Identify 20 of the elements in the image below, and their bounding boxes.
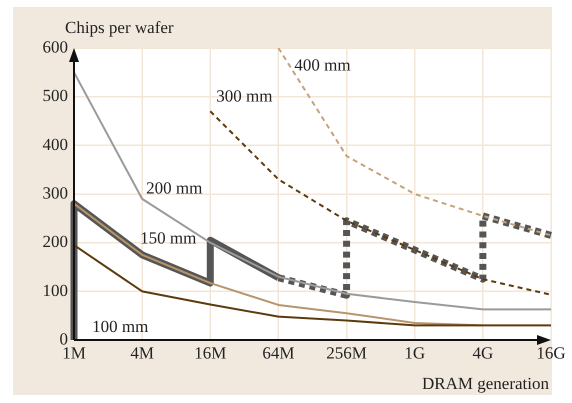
y-tick-label: 600: [42, 37, 68, 56]
series-label: 150 mm: [140, 228, 196, 248]
x-tick-label: 256M: [326, 344, 367, 363]
x-tick-label: 16G: [536, 344, 566, 363]
x-tick-label: 16M: [194, 344, 226, 363]
series-label: 300 mm: [216, 86, 272, 106]
y-tick-label: 500: [42, 86, 68, 106]
x-tick-label: 4G: [472, 344, 494, 363]
series-label: 400 mm: [294, 55, 351, 74]
y-tick-label: 200: [42, 232, 68, 252]
y-tick-label: 300: [42, 183, 68, 202]
y-tick-label: 400: [42, 134, 68, 154]
x-tick-label: 4M: [130, 344, 154, 363]
series-label: 100 mm: [92, 316, 148, 336]
x-tick-label: 1G: [404, 344, 426, 363]
x-tick-label: 64M: [262, 344, 294, 363]
x-axis-title: DRAM generation: [422, 374, 550, 393]
series-label: 200 mm: [146, 178, 202, 198]
y-tick-label: 100: [42, 280, 68, 300]
y-axis-title: Chips per wafer: [65, 18, 174, 37]
